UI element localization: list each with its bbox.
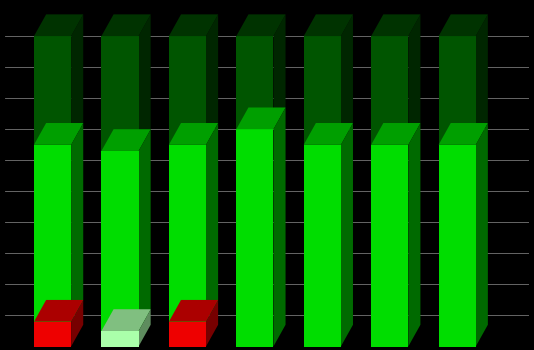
Polygon shape: [273, 107, 286, 346]
Bar: [169, 145, 206, 322]
Bar: [169, 36, 206, 145]
Bar: [438, 36, 476, 145]
Polygon shape: [101, 129, 151, 151]
Bar: [101, 331, 138, 346]
Polygon shape: [476, 123, 488, 346]
Polygon shape: [438, 123, 488, 145]
Polygon shape: [206, 300, 218, 346]
Polygon shape: [34, 123, 83, 145]
Polygon shape: [438, 14, 488, 36]
Bar: [34, 322, 71, 346]
Polygon shape: [273, 14, 286, 129]
Polygon shape: [476, 14, 488, 145]
Polygon shape: [409, 123, 420, 346]
Bar: [101, 151, 138, 331]
Bar: [101, 36, 138, 151]
Bar: [304, 145, 341, 346]
Polygon shape: [169, 123, 218, 145]
Bar: [371, 145, 409, 346]
Polygon shape: [138, 309, 151, 346]
Bar: [34, 36, 71, 145]
Polygon shape: [206, 14, 218, 145]
Polygon shape: [237, 14, 286, 36]
Bar: [237, 129, 273, 346]
Polygon shape: [101, 14, 151, 36]
Polygon shape: [206, 123, 218, 322]
Polygon shape: [34, 14, 83, 36]
Polygon shape: [371, 14, 420, 36]
Polygon shape: [304, 123, 353, 145]
Bar: [438, 145, 476, 346]
Polygon shape: [71, 123, 83, 322]
Polygon shape: [341, 123, 353, 346]
Polygon shape: [341, 14, 353, 145]
Polygon shape: [237, 107, 286, 129]
Polygon shape: [34, 300, 83, 322]
Bar: [371, 36, 409, 145]
Polygon shape: [71, 300, 83, 346]
Polygon shape: [71, 14, 83, 145]
Polygon shape: [169, 14, 218, 36]
Bar: [237, 36, 273, 129]
Polygon shape: [169, 300, 218, 322]
Polygon shape: [138, 129, 151, 331]
Polygon shape: [101, 309, 151, 331]
Bar: [169, 322, 206, 346]
Bar: [34, 145, 71, 322]
Polygon shape: [304, 14, 353, 36]
Bar: [304, 36, 341, 145]
Polygon shape: [409, 14, 420, 145]
Polygon shape: [371, 123, 420, 145]
Polygon shape: [138, 14, 151, 151]
